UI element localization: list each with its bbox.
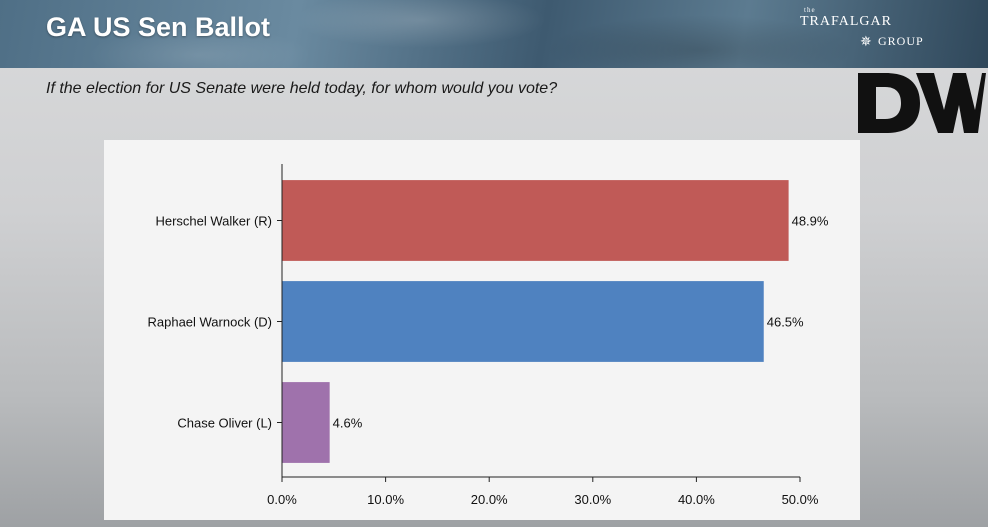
x-tick-label: 30.0% [574, 492, 611, 507]
brand-line1: TRAFALGAR [800, 14, 892, 29]
survey-question: If the election for US Senate were held … [46, 80, 558, 97]
x-tick-label: 50.0% [782, 492, 819, 507]
x-tick-label: 10.0% [367, 492, 404, 507]
bar-value-label: 48.9% [792, 214, 829, 229]
y-tick-label: Raphael Warnock (D) [147, 315, 272, 330]
header-banner: GA US Sen Ballot the TRAFALGAR ✵ GROUP [0, 0, 988, 68]
x-tick-label: 40.0% [678, 492, 715, 507]
y-tick-label: Herschel Walker (R) [155, 214, 272, 229]
chart-bar [282, 180, 789, 261]
bar-value-label: 4.6% [333, 416, 363, 431]
chart-bar [282, 382, 330, 463]
x-tick-label: 0.0% [267, 492, 297, 507]
bar-chart: 48.9% Herschel Walker (R) 46.5% Raphael War… [147, 164, 829, 507]
page-title: GA US Sen Ballot [46, 12, 271, 42]
dw-logo [858, 73, 986, 133]
brand-line2: GROUP [878, 34, 924, 48]
dw-logo-w [916, 73, 986, 133]
chart-panel: 48.9% Herschel Walker (R) 46.5% Raphael War… [104, 140, 860, 520]
compass-star-icon: ✵ [860, 35, 873, 50]
brand-the: the [804, 6, 816, 14]
bar-value-label: 46.5% [767, 315, 804, 330]
chart-bar [282, 281, 764, 362]
dw-logo-d [858, 73, 920, 133]
x-tick-label: 20.0% [471, 492, 508, 507]
y-tick-label: Chase Oliver (L) [177, 416, 272, 431]
